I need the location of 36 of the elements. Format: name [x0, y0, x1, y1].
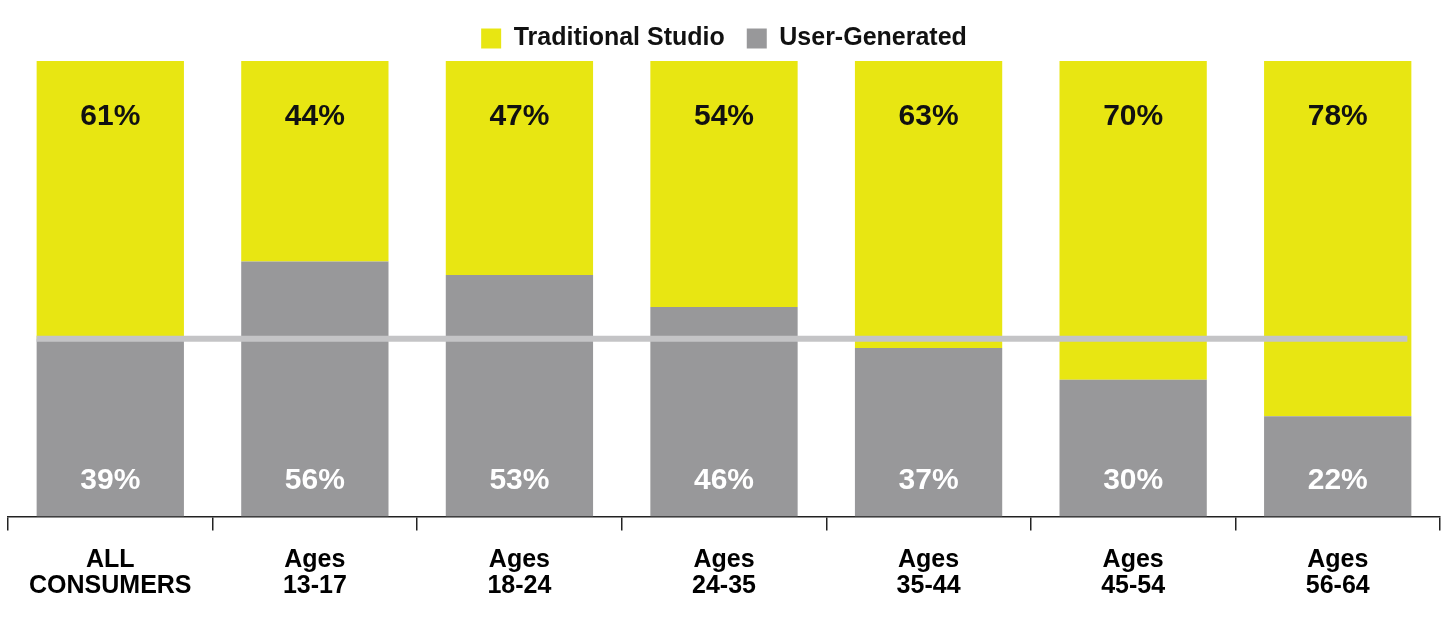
x-tick-label: Ages 24-35	[692, 543, 757, 598]
bar	[854, 347, 1003, 517]
bar	[445, 61, 594, 276]
legend-label: User-Generated	[779, 22, 967, 51]
bar	[650, 306, 798, 517]
data-label: 54%	[693, 98, 755, 132]
x-tick-label: Ages 35-44	[896, 543, 961, 598]
bar	[445, 275, 594, 517]
data-label: 37%	[898, 461, 959, 495]
bar	[854, 61, 1003, 348]
data-label: 30%	[1103, 461, 1164, 495]
x-tick-label: Ages 56-64	[1305, 543, 1370, 598]
x-tick-label: ALL CONSUMERS	[29, 543, 192, 598]
legend-label: Traditional Studio	[513, 22, 725, 51]
x-tick-label: Ages 45-54	[1101, 543, 1166, 598]
bar	[1059, 61, 1207, 380]
data-label: 63%	[898, 98, 959, 132]
x-tick-label: Ages 18-24	[487, 543, 552, 598]
bar	[241, 61, 389, 262]
data-label: 78%	[1307, 98, 1368, 132]
data-label: 44%	[284, 98, 345, 132]
data-label: 53%	[489, 461, 550, 495]
data-label: 39%	[80, 461, 141, 495]
bar	[1059, 379, 1207, 517]
x-tick-label: Ages 13-17	[282, 543, 347, 598]
bar	[1264, 61, 1412, 417]
data-label: 70%	[1103, 98, 1164, 132]
data-label: 47%	[489, 98, 550, 132]
bar	[241, 261, 389, 517]
data-label: 61%	[80, 98, 141, 132]
bar	[36, 61, 184, 339]
data-label: 22%	[1307, 461, 1368, 495]
data-label: 46%	[693, 461, 755, 495]
data-label: 56%	[284, 461, 345, 495]
bar	[1264, 416, 1412, 517]
bar	[650, 61, 798, 307]
